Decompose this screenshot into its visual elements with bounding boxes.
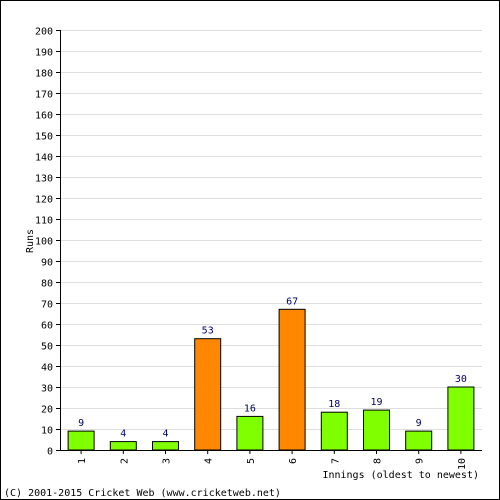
bar-value-label: 19 (370, 397, 382, 408)
y-tick-label: 120 (35, 195, 53, 206)
bar-value-label: 16 (244, 403, 256, 414)
bar (67, 430, 95, 451)
y-tick-label: 150 (35, 132, 53, 143)
y-tick-label: 130 (35, 174, 53, 185)
y-tick-label: 60 (41, 321, 53, 332)
y-tick-label: 50 (41, 342, 53, 353)
x-tick-label: 5 (246, 458, 257, 464)
y-axis-ticks: 0 10 20 30 40 50 60 70 80 90 100 110 120 130 140 150 160… (35, 27, 60, 458)
x-tick-label: 10 (457, 458, 468, 470)
bar (447, 386, 475, 451)
x-axis-ticks: 1 2 3 4 5 6 7 8 9 10 (77, 450, 468, 470)
x-tick-label: 2 (119, 458, 130, 464)
y-tick-label: 90 (41, 258, 53, 269)
copyright-footer: (C) 2001-2015 Cricket Web (www.cricketwe… (4, 488, 281, 499)
y-tick-label: 180 (35, 69, 53, 80)
y-tick-label: 100 (35, 237, 53, 248)
x-tick-label: 7 (330, 458, 341, 464)
bar (109, 441, 137, 451)
y-tick-label: 160 (35, 111, 53, 122)
bar (152, 441, 179, 451)
x-axis-label: Innings (oldest to newest) (322, 470, 479, 481)
data-labels: 9 4 4 53 16 67 18 19 9 30 (78, 296, 467, 439)
bar-value-label: 4 (162, 429, 168, 440)
bar-value-label: 9 (78, 418, 84, 429)
bar-value-label: 53 (202, 326, 214, 337)
y-tick-label: 110 (35, 216, 53, 227)
y-tick-label: 190 (35, 48, 53, 59)
bar-value-label: 30 (455, 374, 467, 385)
x-tick-label: 1 (77, 458, 88, 464)
bar (278, 308, 306, 451)
y-tick-label: 40 (41, 363, 53, 374)
y-tick-label: 20 (41, 405, 53, 416)
x-tick-label: 8 (373, 458, 384, 464)
x-tick-label: 4 (204, 458, 215, 464)
grid-lines (60, 30, 482, 430)
y-axis-label: Runs (25, 229, 36, 253)
bar-value-label: 18 (328, 399, 340, 410)
y-tick-label: 0 (47, 447, 53, 458)
x-tick-label: 9 (415, 458, 426, 464)
bar-value-label: 67 (286, 296, 298, 307)
bar (405, 430, 433, 451)
bar (236, 415, 264, 451)
bar (320, 411, 348, 451)
y-tick-label: 30 (41, 384, 53, 395)
x-tick-label: 3 (162, 458, 173, 464)
y-tick-label: 170 (35, 90, 53, 101)
bar-value-label: 9 (416, 418, 422, 429)
y-tick-label: 70 (41, 300, 53, 311)
y-tick-label: 80 (41, 279, 53, 290)
y-tick-label: 10 (41, 426, 53, 437)
x-tick-label: 6 (288, 458, 299, 464)
bar-value-label: 4 (120, 429, 126, 440)
y-tick-label: 140 (35, 153, 53, 164)
bar (194, 338, 222, 451)
y-tick-label: 200 (35, 27, 53, 38)
bar (363, 409, 390, 451)
bars (67, 308, 475, 451)
